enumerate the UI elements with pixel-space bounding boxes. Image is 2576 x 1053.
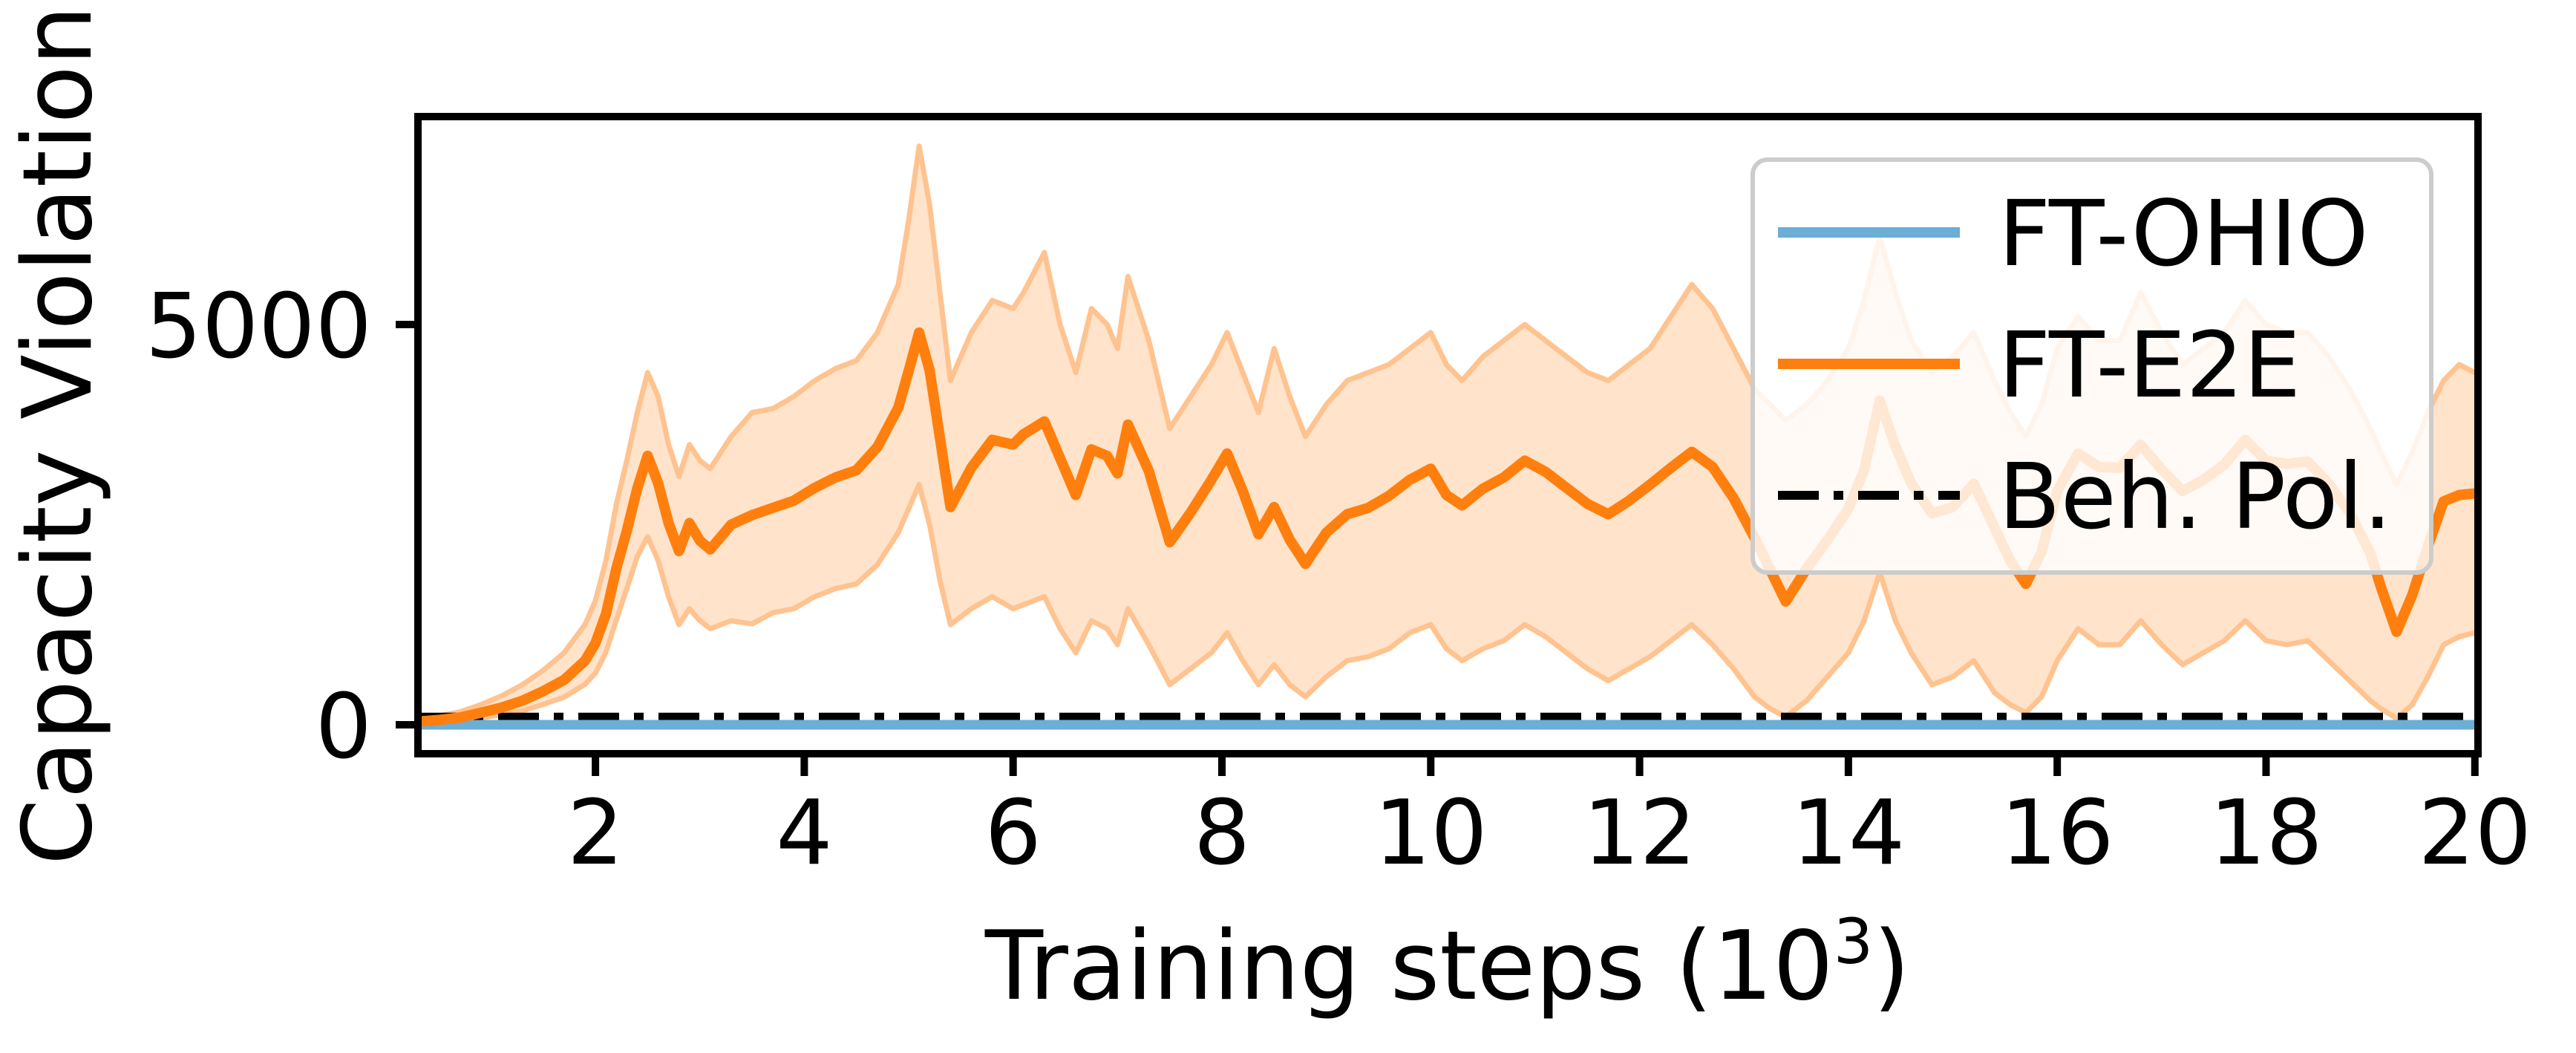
x-tick-label: 4: [776, 782, 832, 885]
plot-border: [414, 113, 2482, 757]
x-tick-label: 20: [2418, 782, 2531, 885]
x-tick-label: 6: [985, 782, 1042, 885]
x-tick-label: 2: [567, 782, 624, 885]
x-tick-label: 18: [2209, 782, 2323, 885]
legend-label-ft-ohio: FT-OHIO: [1998, 181, 2369, 287]
x-axis-ticks: 2 4 6 8 10 12 14 16 18 20: [567, 754, 2531, 885]
legend-box: [1750, 157, 2433, 575]
x-tick-label: 14: [1792, 782, 1906, 885]
x-tick-label: 16: [2001, 782, 2114, 885]
y-tick-label: 0: [316, 676, 372, 779]
x-axis-label: Training steps (103): [984, 905, 1910, 1022]
ft-e2e-confidence-band: [422, 146, 2474, 724]
x-tick-label: 12: [1583, 782, 1696, 885]
legend-label-ft-e2e: FT-E2E: [1998, 313, 2301, 418]
legend: FT-OHIO FT-E2E Beh. Pol.: [1750, 157, 2433, 575]
ft-e2e-band-lower-edge: [422, 482, 2474, 727]
y-axis-ticks: 0 5000: [146, 276, 418, 779]
y-axis-label: Capacity Violation: [3, 5, 114, 865]
legend-label-beh-pol: Beh. Pol.: [1998, 444, 2392, 550]
y-tick-label: 5000: [146, 276, 372, 379]
x-tick-label: 10: [1374, 782, 1488, 885]
x-tick-label: 8: [1194, 782, 1250, 885]
